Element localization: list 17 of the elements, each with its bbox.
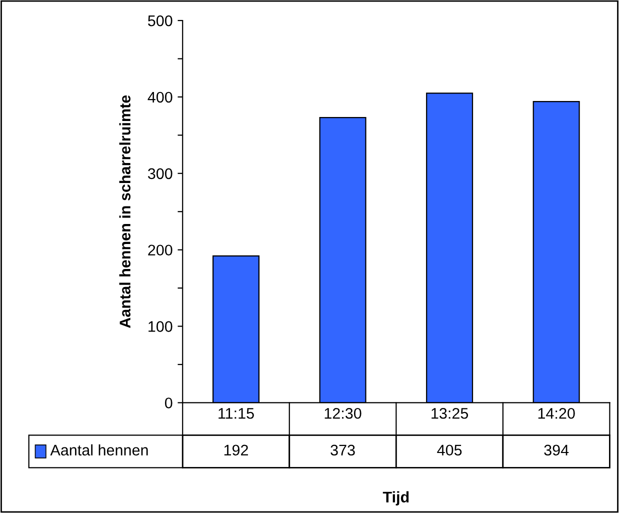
- data-label: 192: [224, 444, 248, 456]
- y-tick-label: 0: [164, 398, 172, 408]
- x-tick-label: 11:15: [218, 408, 254, 419]
- data-label: 373: [330, 444, 355, 456]
- y-tick-label: 200: [148, 244, 172, 256]
- y-tick-label: 300: [148, 168, 172, 180]
- data-label: 405: [437, 444, 462, 456]
- x-tick-label: 14:20: [538, 408, 575, 419]
- y-tick-label: 500: [148, 15, 172, 26]
- x-tick-label: 13:25: [432, 408, 468, 419]
- y-axis-title: Aantal hennen in scharrelruimte: [119, 95, 130, 328]
- data-label: 394: [544, 444, 569, 456]
- x-tick-label: 12:30: [324, 408, 362, 419]
- legend-label: Aantal hennen: [50, 444, 148, 456]
- y-tick-label: 100: [148, 321, 172, 332]
- y-tick-label: 400: [148, 92, 172, 103]
- x-axis-title: Tijd: [382, 491, 409, 506]
